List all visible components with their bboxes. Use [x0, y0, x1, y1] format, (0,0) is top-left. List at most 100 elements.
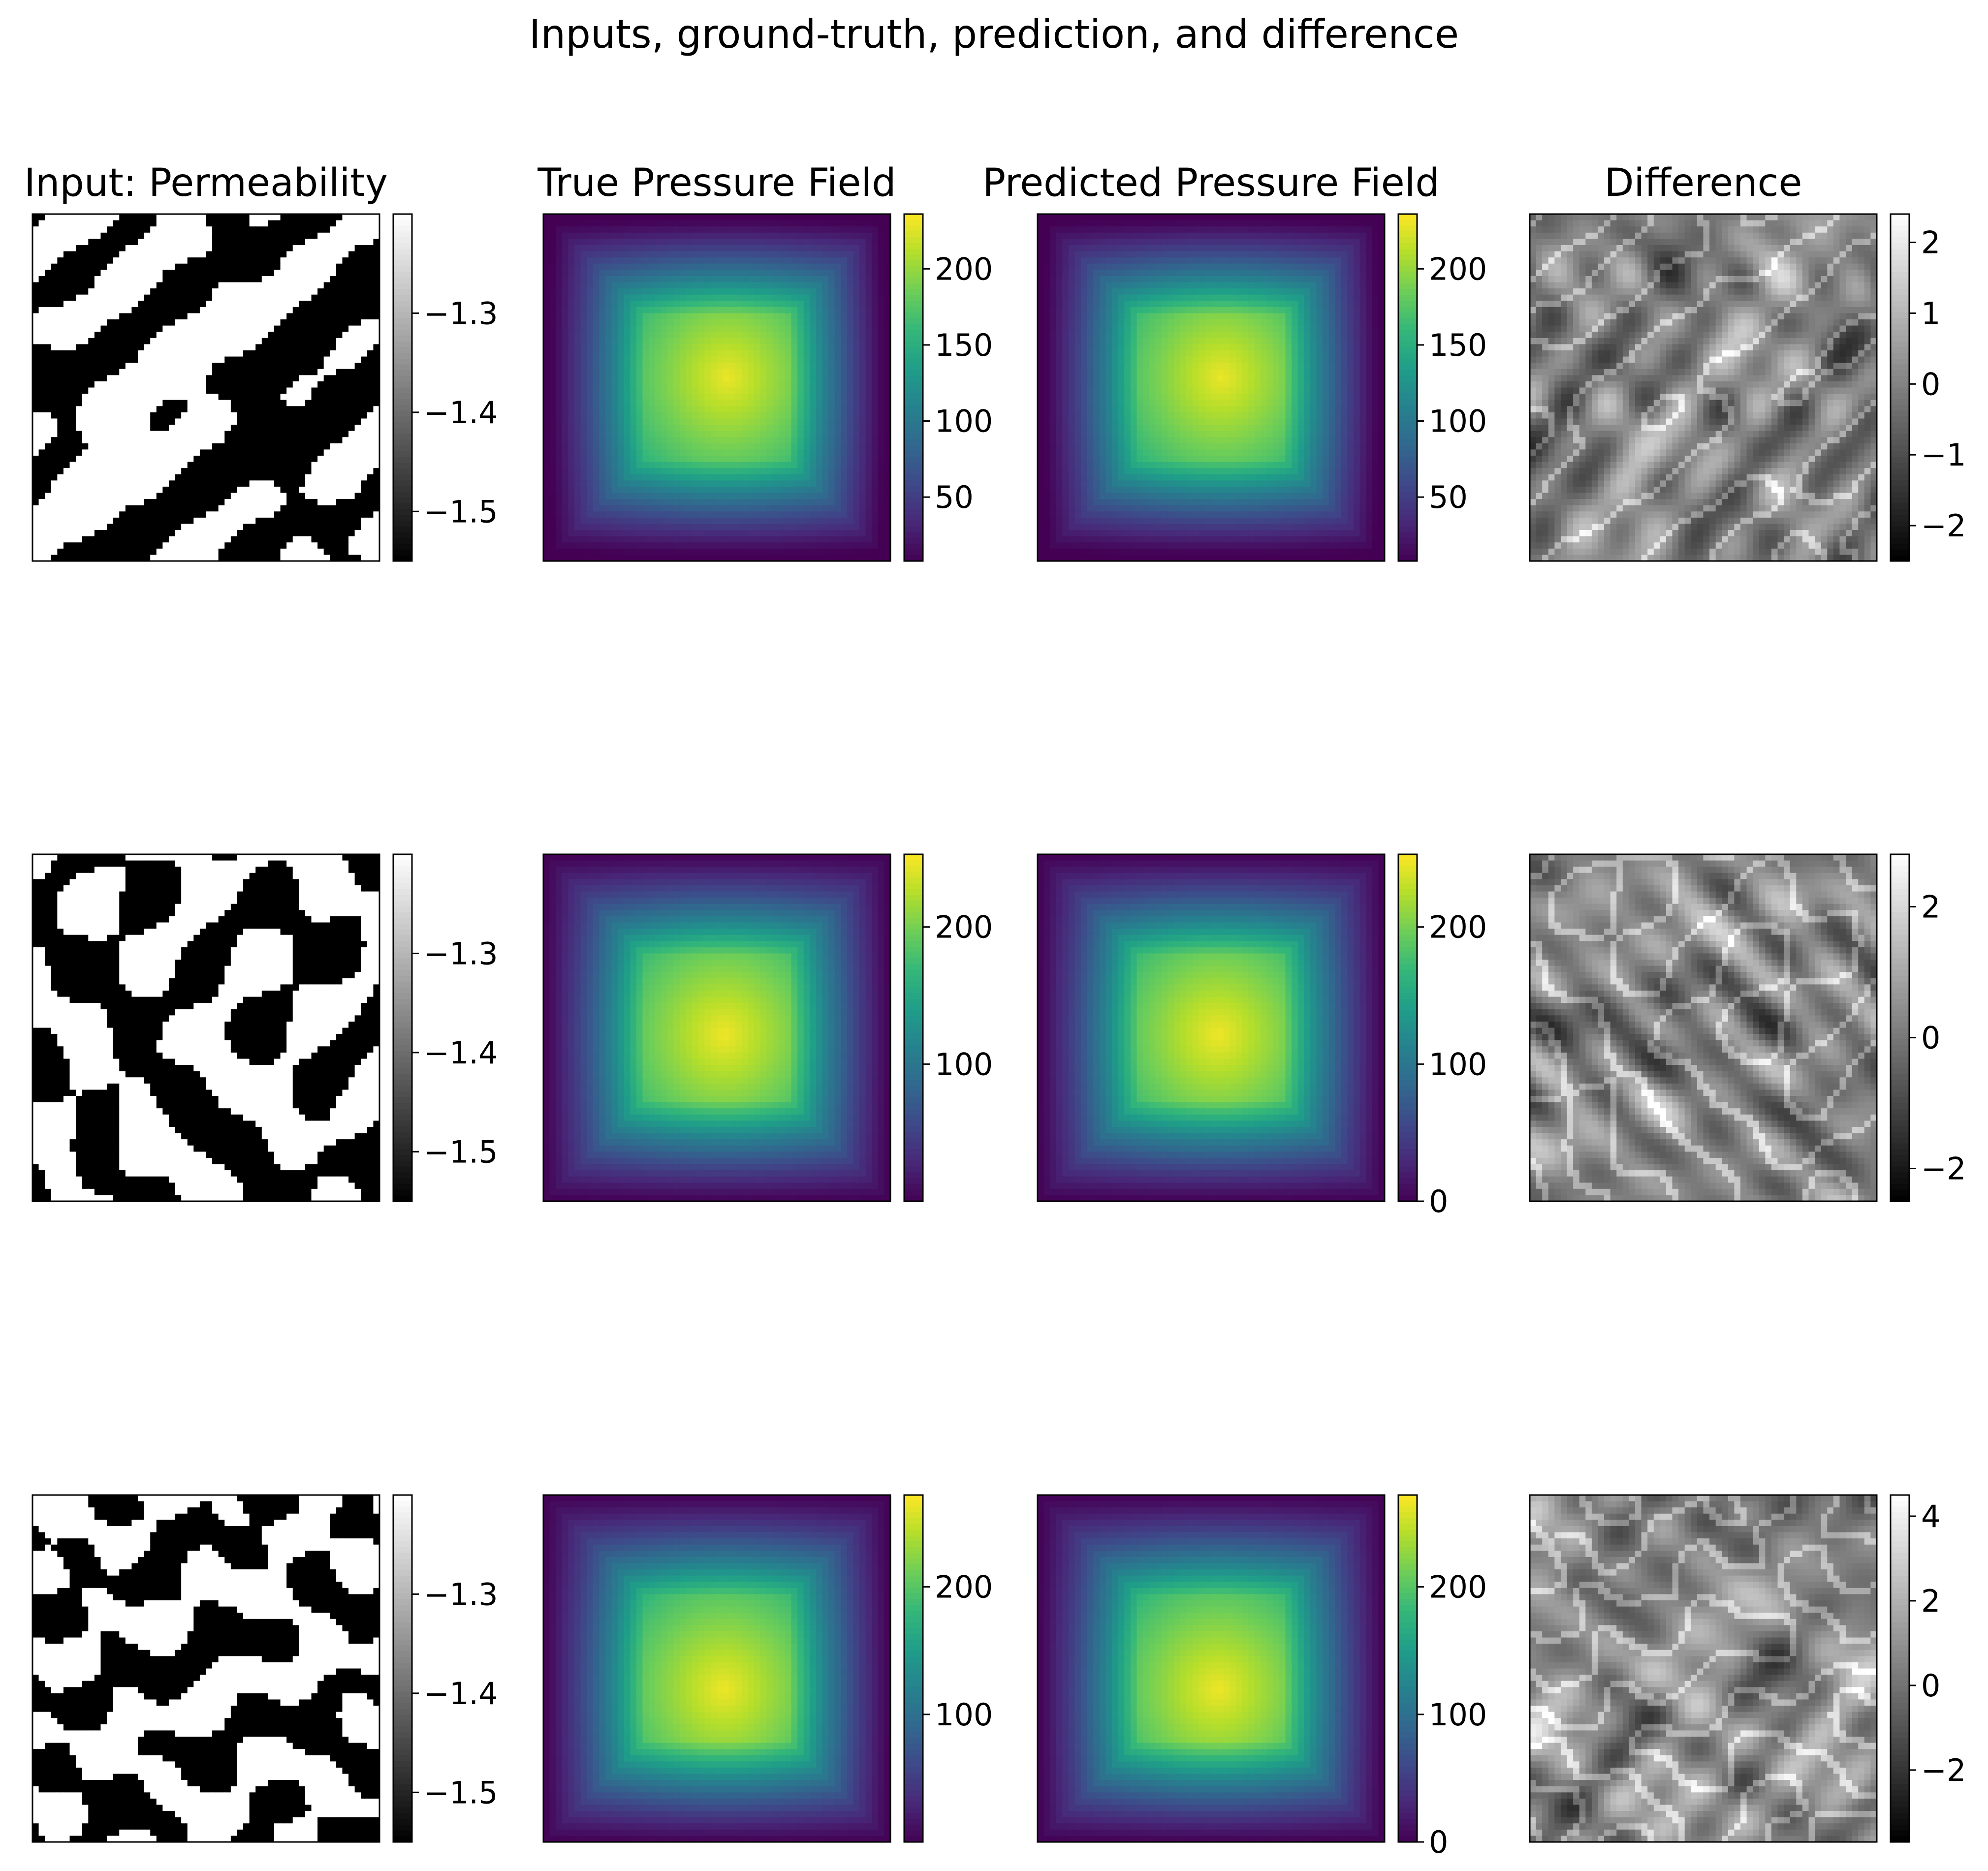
- heatmap-cell: [206, 239, 213, 245]
- heatmap-cell: [206, 530, 213, 536]
- heatmap-cell: [543, 220, 550, 227]
- heatmap-cell: [39, 282, 45, 288]
- heatmap-cell: [188, 536, 194, 543]
- heatmap-cell: [293, 251, 299, 258]
- heatmap-cell: [157, 524, 163, 530]
- heatmap-cell: [82, 257, 89, 264]
- heatmap-cell: [188, 418, 194, 425]
- heatmap-cell: [878, 264, 884, 270]
- heatmap-cell: [262, 251, 268, 258]
- heatmap-cell: [39, 220, 45, 227]
- heatmap-cell: [113, 282, 120, 288]
- heatmap-cell: [95, 499, 101, 505]
- heatmap-cell: [82, 245, 89, 251]
- heatmap-cell: [355, 350, 361, 357]
- heatmap-cell: [324, 412, 330, 419]
- heatmap-cell: [268, 326, 274, 332]
- colorbar-segment: [393, 260, 412, 266]
- heatmap-cell: [698, 251, 705, 258]
- heatmap-cell: [305, 511, 312, 518]
- heatmap-cell: [175, 282, 182, 288]
- heatmap-cell: [107, 282, 113, 288]
- heatmap-cell: [107, 270, 113, 276]
- heatmap-cell: [847, 264, 853, 270]
- heatmap-cell: [107, 288, 113, 295]
- heatmap-cell: [200, 369, 206, 375]
- heatmap-cell: [63, 493, 70, 499]
- heatmap-cell: [219, 344, 225, 350]
- heatmap-cell: [95, 357, 101, 363]
- heatmap-cell: [692, 270, 698, 276]
- heatmap-cell: [281, 338, 287, 344]
- heatmap-cell: [312, 344, 318, 350]
- heatmap-cell: [95, 511, 101, 518]
- heatmap-cell: [568, 282, 574, 288]
- heatmap-cell: [70, 493, 76, 499]
- heatmap-cell: [57, 369, 63, 375]
- heatmap-cell: [286, 239, 293, 245]
- heatmap-cell: [342, 462, 348, 468]
- heatmap-cell: [95, 264, 101, 270]
- heatmap-cell: [157, 226, 163, 233]
- heatmap-cell: [169, 462, 175, 468]
- heatmap-cell: [711, 251, 717, 258]
- heatmap-cell: [243, 307, 250, 313]
- heatmap-cell: [32, 288, 39, 295]
- heatmap-cell: [32, 468, 39, 474]
- heatmap-cell: [255, 214, 262, 220]
- heatmap-cell: [655, 251, 662, 258]
- heatmap-cell: [237, 456, 243, 462]
- heatmap-cell: [45, 363, 51, 369]
- heatmap-cell: [113, 437, 120, 443]
- heatmap-cell: [51, 487, 58, 493]
- heatmap-cell: [237, 412, 243, 419]
- heatmap-cell: [286, 375, 293, 381]
- heatmap-cell: [95, 412, 101, 419]
- heatmap-cell: [317, 270, 324, 276]
- heatmap-cell: [878, 276, 884, 282]
- heatmap-cell: [262, 233, 268, 239]
- heatmap-cell: [268, 418, 274, 425]
- heatmap-cell: [231, 493, 237, 499]
- heatmap-cell: [581, 264, 587, 270]
- heatmap-cell: [70, 388, 76, 394]
- heatmap-cell: [299, 214, 305, 220]
- heatmap-cell: [797, 257, 804, 264]
- heatmap-cell: [330, 332, 336, 338]
- heatmap-cell: [618, 226, 624, 233]
- heatmap-cell: [119, 257, 126, 264]
- heatmap-cell: [355, 474, 361, 481]
- heatmap-cell: [286, 226, 293, 233]
- heatmap-cell: [162, 468, 169, 474]
- heatmap-cell: [113, 487, 120, 493]
- heatmap-cell: [181, 301, 188, 307]
- heatmap-cell: [219, 505, 225, 512]
- heatmap-cell: [169, 518, 175, 524]
- heatmap-cell: [188, 332, 194, 338]
- heatmap-cell: [224, 226, 231, 233]
- heatmap-cell: [336, 394, 343, 400]
- heatmap-cell: [188, 425, 194, 431]
- heatmap-cell: [872, 257, 878, 264]
- heatmap-cell: [224, 233, 231, 239]
- heatmap-cell: [299, 443, 305, 450]
- heatmap-cell: [237, 357, 243, 363]
- heatmap-cell: [113, 326, 120, 332]
- heatmap-cell: [200, 214, 206, 220]
- heatmap-cell: [126, 257, 132, 264]
- heatmap-cell: [157, 270, 163, 276]
- heatmap-cell: [785, 251, 791, 258]
- heatmap-cell: [76, 251, 82, 258]
- heatmap-cell: [636, 226, 643, 233]
- heatmap-cell: [312, 264, 318, 270]
- heatmap-cell: [57, 536, 63, 543]
- heatmap-cell: [312, 530, 318, 536]
- heatmap-cell: [162, 394, 169, 400]
- heatmap-cell: [293, 530, 299, 536]
- heatmap-cell: [144, 524, 151, 530]
- heatmap-cell: [157, 468, 163, 474]
- heatmap-cell: [131, 530, 138, 536]
- heatmap-cell: [169, 257, 175, 264]
- heatmap-cell: [355, 511, 361, 518]
- heatmap-cell: [126, 493, 132, 499]
